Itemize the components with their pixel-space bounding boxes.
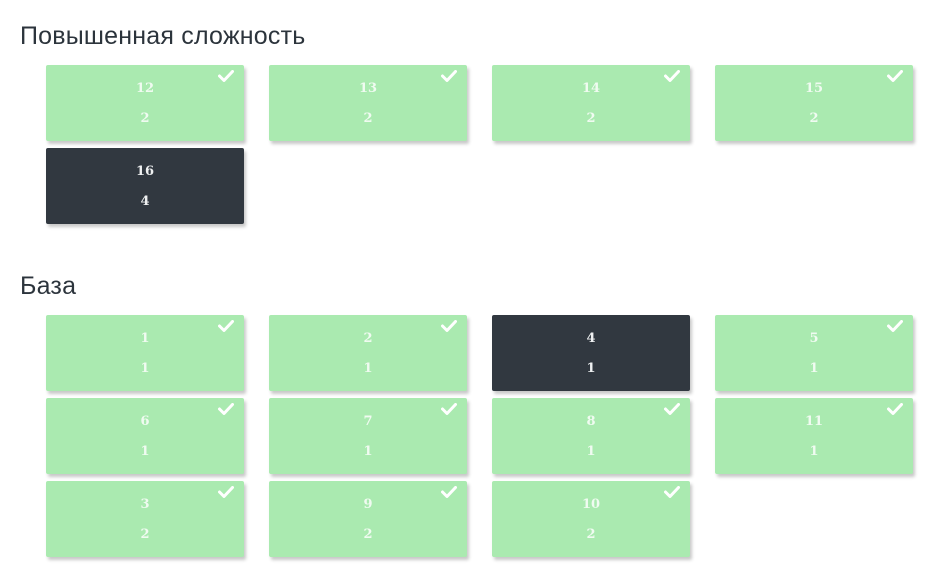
question-number: 10 (581, 496, 601, 512)
question-points: 1 (586, 360, 596, 376)
question-card[interactable]: 9 2 (269, 481, 467, 557)
question-number: 3 (140, 496, 150, 512)
question-number: 8 (586, 413, 596, 429)
check-icon (887, 70, 903, 82)
question-number: 5 (809, 330, 819, 346)
check-icon (441, 403, 457, 415)
check-icon (441, 320, 457, 332)
question-points: 2 (586, 526, 596, 542)
question-card[interactable]: 16 4 (46, 148, 244, 224)
check-icon (664, 70, 680, 82)
check-icon (218, 320, 234, 332)
question-points: 2 (363, 526, 373, 542)
question-number: 11 (804, 413, 824, 429)
check-icon (887, 320, 903, 332)
question-points: 2 (363, 110, 373, 126)
question-card[interactable]: 10 2 (492, 481, 690, 557)
section-title: Повышенная сложность (20, 22, 306, 50)
question-card[interactable]: 4 1 (492, 315, 690, 391)
question-points: 2 (140, 526, 150, 542)
question-card[interactable]: 13 2 (269, 65, 467, 141)
check-icon (218, 486, 234, 498)
sections-container: Повышенная сложность 12 2 13 2 14 2 (20, 22, 941, 557)
question-card[interactable]: 5 1 (715, 315, 913, 391)
question-number: 12 (135, 80, 155, 96)
question-number: 15 (804, 80, 824, 96)
question-points: 2 (809, 110, 819, 126)
question-navigation-page: Повышенная сложность 12 2 13 2 14 2 (20, 22, 941, 557)
question-points: 1 (140, 443, 150, 459)
check-icon (887, 403, 903, 415)
section-title: База (20, 272, 77, 300)
question-number: 6 (140, 413, 150, 429)
check-icon (441, 70, 457, 82)
question-card[interactable]: 8 1 (492, 398, 690, 474)
question-points: 1 (809, 360, 819, 376)
question-card[interactable]: 15 2 (715, 65, 913, 141)
question-number: 1 (140, 330, 150, 346)
question-card[interactable]: 2 1 (269, 315, 467, 391)
question-points: 1 (140, 360, 150, 376)
question-points: 1 (809, 443, 819, 459)
check-icon (664, 486, 680, 498)
question-number: 13 (358, 80, 378, 96)
question-number: 16 (135, 163, 155, 179)
question-card[interactable]: 7 1 (269, 398, 467, 474)
card-grid: 12 2 13 2 14 2 15 2 16 4 (46, 65, 913, 224)
question-points: 1 (363, 443, 373, 459)
question-points: 2 (586, 110, 596, 126)
question-section: База 1 1 2 1 4 1 5 1 (20, 272, 941, 557)
question-number: 7 (363, 413, 373, 429)
question-points: 4 (140, 193, 150, 209)
question-card[interactable]: 6 1 (46, 398, 244, 474)
question-points: 2 (140, 110, 150, 126)
question-card[interactable]: 14 2 (492, 65, 690, 141)
question-section: Повышенная сложность 12 2 13 2 14 2 (20, 22, 941, 224)
question-card[interactable]: 12 2 (46, 65, 244, 141)
question-number: 9 (363, 496, 373, 512)
question-number: 2 (363, 330, 373, 346)
question-card[interactable]: 3 2 (46, 481, 244, 557)
question-points: 1 (586, 443, 596, 459)
question-card[interactable]: 1 1 (46, 315, 244, 391)
check-icon (218, 70, 234, 82)
check-icon (441, 486, 457, 498)
card-grid: 1 1 2 1 4 1 5 1 6 1 (46, 315, 913, 557)
question-number: 4 (586, 330, 596, 346)
question-card[interactable]: 11 1 (715, 398, 913, 474)
check-icon (218, 403, 234, 415)
check-icon (664, 403, 680, 415)
question-number: 14 (581, 80, 601, 96)
question-points: 1 (363, 360, 373, 376)
